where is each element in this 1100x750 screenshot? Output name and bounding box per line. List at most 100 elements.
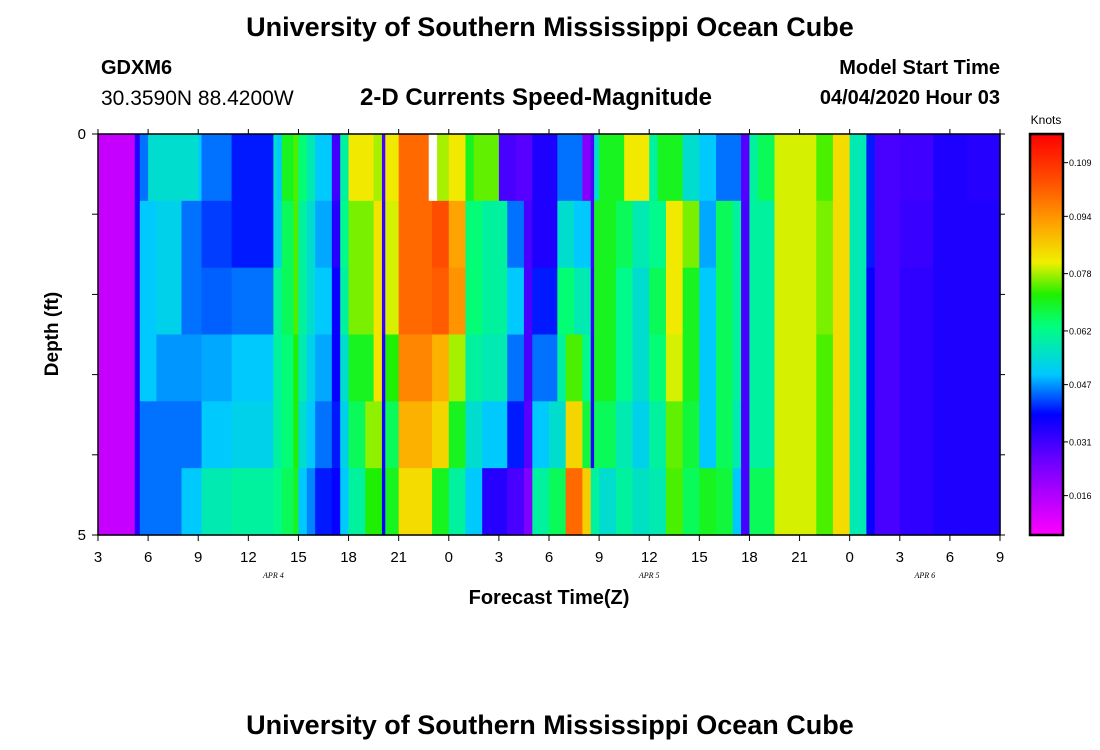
heatmap-cell <box>98 334 136 402</box>
x-tick-label: 9 <box>996 549 1004 566</box>
heatmap-cell <box>899 401 934 469</box>
heatmap-cell <box>649 468 667 536</box>
heatmap-cell <box>281 267 295 336</box>
heatmap-cell <box>682 401 700 469</box>
heatmap-cell <box>649 334 667 402</box>
heatmap-cell <box>799 134 817 202</box>
heatmap-cell <box>774 468 801 536</box>
heatmap-cell <box>315 401 333 469</box>
y-tick-label: 0 <box>78 126 86 143</box>
heatmap-cell <box>448 200 467 269</box>
heatmap-cell <box>507 267 525 336</box>
heatmap-cell <box>549 468 567 536</box>
heatmap-cell <box>899 334 934 402</box>
colorbar-tick-label: 0.016 <box>1069 491 1092 501</box>
heatmap-cell <box>331 267 341 336</box>
heatmap-cell <box>523 200 533 269</box>
heatmap-cell <box>933 334 968 402</box>
heatmap-cell <box>348 267 375 336</box>
heatmap-cell <box>340 134 350 202</box>
heatmap-cell <box>139 334 158 402</box>
station-coords: 30.3590N 88.4200W <box>101 87 294 110</box>
heatmap-cell <box>849 401 867 469</box>
heatmap-cell <box>774 200 801 269</box>
heatmap-cell <box>385 200 400 269</box>
heatmap-cell <box>139 267 158 336</box>
heatmap-cell <box>293 468 300 536</box>
heatmap-cell <box>298 134 308 202</box>
heatmap-cell <box>832 267 851 336</box>
heatmap-cell <box>665 401 684 469</box>
heatmap-cell <box>799 200 817 269</box>
heatmap-cell <box>532 267 558 336</box>
heatmap-cell <box>231 468 274 536</box>
heatmap-cell <box>340 468 350 536</box>
heatmap-cell <box>832 134 851 202</box>
heatmap-cell <box>298 401 308 469</box>
colorbar <box>1028 132 1065 537</box>
x-tick-label: 6 <box>946 549 954 566</box>
heatmap-cell <box>465 401 483 469</box>
heatmap-cell <box>615 401 634 469</box>
heatmap-cell <box>201 401 233 469</box>
heatmap-cell <box>298 200 308 269</box>
heatmap-cell <box>590 134 595 202</box>
heatmap-cell <box>523 468 533 536</box>
heatmap-cell <box>799 468 817 536</box>
heatmap-cell <box>899 267 934 336</box>
missing-data-cell <box>428 134 438 201</box>
heatmap-cell <box>306 200 316 269</box>
heatmap-cell <box>532 134 558 202</box>
heatmap-cell <box>582 134 592 202</box>
heatmap-cell <box>482 401 508 469</box>
heatmap-cell <box>293 267 300 336</box>
heatmap-cell <box>732 200 742 269</box>
heatmap-cell <box>594 200 617 269</box>
heatmap-cell <box>273 134 278 202</box>
x-tick-label: 18 <box>741 549 758 566</box>
heatmap-cell <box>565 468 583 536</box>
heatmap-cell <box>874 401 901 469</box>
heatmap-cell <box>98 401 136 469</box>
heatmap-cell <box>649 401 667 469</box>
heatmap-cell <box>849 267 867 336</box>
x-tick-label: 15 <box>290 549 307 566</box>
heatmap-cell <box>385 334 400 402</box>
heatmap-cell <box>293 401 300 469</box>
heatmap-cell <box>594 267 617 336</box>
heatmap-cell <box>331 334 341 402</box>
heatmap-cell <box>933 134 968 202</box>
heatmap-cell <box>98 200 136 269</box>
heatmap-cell <box>649 134 659 202</box>
heatmap-cell <box>966 267 1001 336</box>
heatmap-cell <box>874 200 901 269</box>
heatmap-cell <box>582 334 592 402</box>
heatmap-cell <box>732 334 742 402</box>
heatmap-cell <box>331 134 341 202</box>
heatmap-cell <box>315 468 333 536</box>
x-tick-label: 9 <box>595 549 603 566</box>
heatmap-cell <box>231 334 274 402</box>
heatmap-cell <box>699 468 717 536</box>
heatmap-cell <box>340 401 350 469</box>
heatmap-cell <box>716 200 734 269</box>
heatmap-cell <box>532 401 550 469</box>
heatmap-cell <box>532 200 558 269</box>
heatmap-cell <box>523 334 533 402</box>
heatmap-cell <box>749 468 776 536</box>
heatmap-cell <box>398 468 433 536</box>
heatmap-cell <box>134 401 141 469</box>
heatmap-cell <box>899 468 934 536</box>
heatmap-cell <box>281 468 295 536</box>
heatmap-cell <box>148 134 199 202</box>
heatmap-cell <box>699 267 717 336</box>
heatmap-cell <box>465 267 483 336</box>
heatmap-cell <box>624 134 650 202</box>
heatmap-cell <box>398 134 433 202</box>
heatmap-cell <box>348 200 375 269</box>
heatmap-cell <box>273 401 283 469</box>
heatmap-cell <box>774 334 801 402</box>
heatmap-cell <box>866 401 876 469</box>
heatmap-cell <box>331 200 341 269</box>
